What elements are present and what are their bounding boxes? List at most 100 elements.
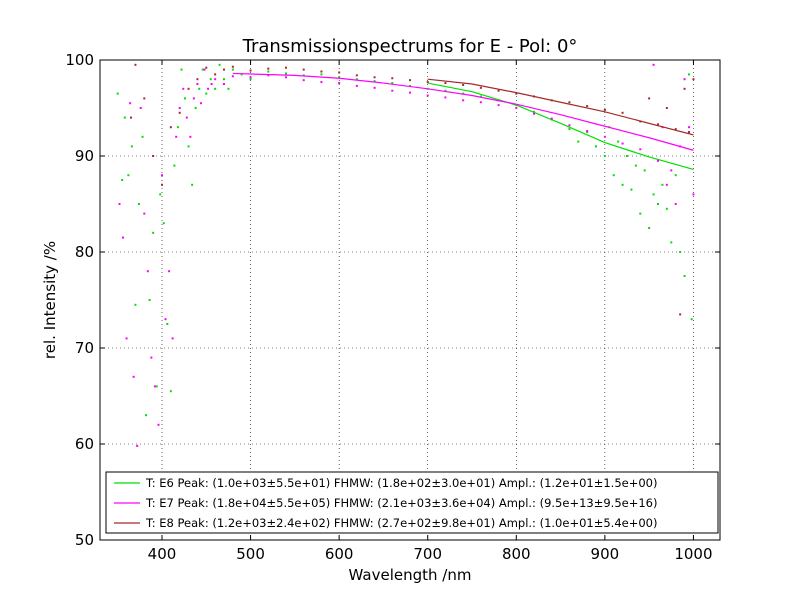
data-point bbox=[152, 231, 155, 234]
data-point bbox=[661, 183, 664, 186]
data-point bbox=[137, 203, 140, 205]
data-point bbox=[355, 78, 358, 81]
data-point bbox=[267, 70, 270, 73]
data-point bbox=[136, 444, 139, 447]
x-tick-label: 800 bbox=[502, 545, 531, 563]
data-point bbox=[674, 128, 677, 131]
data-point bbox=[373, 86, 376, 89]
y-tick-label: 80 bbox=[75, 243, 94, 261]
data-point bbox=[320, 73, 323, 76]
data-point bbox=[134, 63, 137, 66]
data-point bbox=[586, 130, 589, 133]
data-point bbox=[157, 423, 160, 426]
data-point bbox=[688, 131, 690, 133]
data-point bbox=[180, 68, 183, 71]
data-point bbox=[199, 102, 202, 105]
data-point bbox=[621, 111, 624, 114]
data-point bbox=[692, 78, 695, 81]
data-point bbox=[639, 212, 642, 215]
data-point bbox=[159, 193, 162, 196]
data-point bbox=[116, 92, 119, 95]
data-point bbox=[355, 74, 358, 77]
x-tick-label: 500 bbox=[236, 545, 265, 563]
data-point bbox=[586, 105, 589, 108]
y-axis-label: rel. Intensity /% bbox=[41, 241, 59, 359]
data-point bbox=[153, 385, 156, 388]
series-3 bbox=[130, 63, 695, 316]
data-point bbox=[194, 107, 197, 109]
data-point bbox=[209, 78, 212, 81]
data-point bbox=[187, 145, 190, 148]
data-point bbox=[214, 78, 217, 81]
data-point bbox=[249, 76, 252, 79]
data-point bbox=[617, 140, 620, 143]
data-point bbox=[426, 94, 429, 97]
data-point bbox=[568, 101, 571, 104]
data-point bbox=[176, 126, 179, 129]
data-point bbox=[568, 128, 571, 131]
data-point bbox=[462, 83, 465, 86]
data-point bbox=[665, 183, 668, 186]
data-point bbox=[497, 104, 500, 107]
data-point bbox=[391, 77, 394, 80]
data-point bbox=[164, 318, 167, 321]
x-axis-label: Wavelength /nm bbox=[349, 566, 472, 584]
data-point bbox=[479, 86, 482, 89]
data-point bbox=[201, 68, 204, 71]
data-point bbox=[683, 275, 686, 277]
data-point bbox=[240, 73, 243, 76]
y-tick-label: 60 bbox=[75, 435, 94, 453]
x-tick-label: 900 bbox=[591, 545, 620, 563]
data-point bbox=[648, 227, 651, 229]
data-point bbox=[168, 270, 171, 273]
data-point bbox=[657, 159, 659, 162]
data-point bbox=[192, 97, 195, 100]
data-point bbox=[690, 318, 693, 321]
data-point bbox=[355, 84, 358, 87]
data-point bbox=[688, 73, 690, 76]
x-tick-label: 400 bbox=[148, 545, 177, 563]
data-point bbox=[683, 78, 686, 81]
data-point bbox=[692, 193, 695, 196]
data-point bbox=[320, 81, 323, 84]
data-point bbox=[444, 96, 447, 99]
data-point bbox=[155, 385, 158, 388]
data-point bbox=[626, 155, 628, 157]
data-point bbox=[169, 390, 172, 393]
data-point bbox=[285, 72, 287, 75]
data-point bbox=[634, 164, 637, 167]
data-point bbox=[121, 179, 124, 181]
data-point bbox=[231, 68, 234, 71]
data-point bbox=[166, 323, 169, 325]
legend-entry: T: E6 Peak: (1.0e+03±5.5e+01) FHMW: (1.8… bbox=[145, 476, 657, 490]
data-point bbox=[182, 87, 185, 90]
data-point bbox=[178, 111, 181, 114]
data-point bbox=[152, 155, 155, 157]
data-point bbox=[338, 71, 341, 74]
data-point bbox=[214, 73, 217, 76]
y-tick-label: 100 bbox=[65, 51, 94, 69]
data-point bbox=[462, 99, 465, 102]
data-point bbox=[185, 116, 188, 119]
data-point bbox=[203, 68, 206, 71]
data-point bbox=[302, 68, 305, 71]
data-point bbox=[515, 107, 518, 109]
data-point bbox=[568, 124, 571, 127]
data-point bbox=[223, 78, 225, 81]
data-point bbox=[150, 356, 153, 359]
data-point bbox=[191, 183, 194, 186]
plot-frame bbox=[99, 59, 721, 541]
data-point bbox=[515, 92, 518, 95]
data-point bbox=[249, 69, 252, 72]
data-point bbox=[426, 81, 429, 84]
data-point bbox=[391, 82, 394, 85]
legend-entry: T: E8 Peak: (1.2e+03±2.4e+02) FHMW: (2.7… bbox=[145, 516, 657, 530]
data-point bbox=[161, 183, 163, 186]
data-point bbox=[223, 68, 225, 71]
data-point bbox=[612, 174, 615, 177]
data-point bbox=[409, 91, 411, 94]
data-point bbox=[603, 135, 606, 138]
data-point bbox=[129, 102, 132, 105]
data-point bbox=[409, 79, 411, 82]
data-point bbox=[621, 142, 624, 145]
